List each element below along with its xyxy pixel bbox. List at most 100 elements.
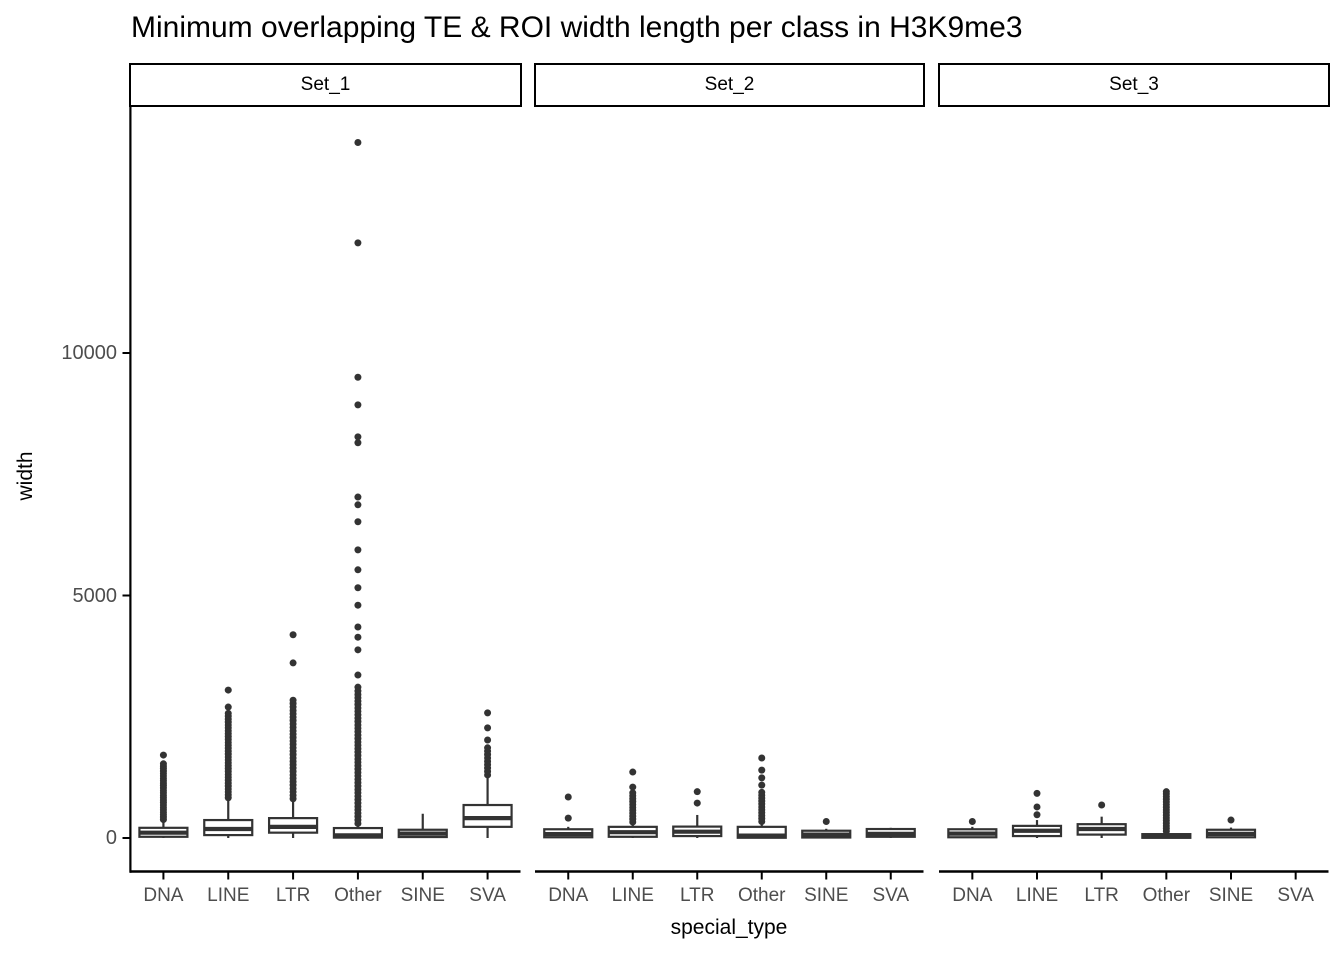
- outlier-dot: [354, 671, 362, 679]
- x-tick-label: Other: [737, 885, 786, 906]
- boxplot-Set_3-Other: [1141, 788, 1192, 839]
- boxplot-Set_2-LINE: [607, 768, 658, 838]
- y-tick-label: 5000: [72, 584, 118, 607]
- chart-title: Minimum overlapping TE & ROI width lengt…: [131, 11, 1023, 44]
- x-tick-label: LTR: [1084, 885, 1119, 906]
- outlier-dot: [354, 433, 362, 441]
- outlier-dot: [484, 744, 492, 752]
- boxplot-Set_1-LTR: [267, 631, 319, 838]
- boxplot-Set_1-Other: [332, 139, 384, 839]
- facet-strip: Set_2: [534, 63, 925, 107]
- outlier-dot: [758, 754, 766, 762]
- outlier-dot: [1162, 788, 1170, 796]
- x-tick-label: LINE: [1015, 885, 1059, 906]
- facet-strip-label: Set_2: [704, 74, 755, 95]
- outlier-dot: [564, 814, 572, 822]
- outlier-dot: [484, 724, 492, 732]
- outlier-dot: [1033, 811, 1041, 819]
- x-tick-label: SVA: [469, 885, 506, 906]
- outlier-dot: [224, 686, 232, 694]
- outlier-dot: [564, 793, 572, 801]
- outlier-dot: [354, 239, 362, 247]
- outlier-dot: [484, 736, 492, 744]
- boxplot-Set_2-LTR: [672, 788, 723, 838]
- boxplot-Set_2-SVA: [865, 827, 916, 838]
- outlier-dot: [159, 760, 167, 768]
- outlier-dot: [758, 788, 766, 796]
- outlier-dot: [484, 709, 492, 717]
- x-tick-label: DNA: [143, 885, 184, 906]
- outlier-dot: [354, 584, 362, 592]
- boxplot-Set_1-DNA: [138, 751, 189, 838]
- facet-strip: Set_1: [129, 63, 522, 107]
- outlier-dot: [693, 799, 701, 807]
- box: [332, 826, 384, 839]
- outlier-dot: [354, 373, 362, 381]
- x-tick-label: SVA: [1277, 885, 1314, 906]
- outlier-dot: [629, 789, 637, 797]
- outlier-dot: [629, 768, 637, 776]
- outlier-dot: [629, 783, 637, 791]
- outlier-dot: [354, 501, 362, 509]
- x-tick-label: Other: [1142, 885, 1191, 906]
- outlier-dot: [1227, 816, 1235, 824]
- boxplot-Set_1-SVA: [462, 709, 513, 838]
- y-tick-label: 0: [105, 827, 117, 849]
- facet-strip-label: Set_1: [300, 74, 351, 95]
- x-tick-label: SVA: [872, 885, 910, 906]
- outlier-dot: [354, 518, 362, 526]
- x-tick-label: DNA: [548, 885, 589, 906]
- outlier-dot: [354, 646, 362, 654]
- box: [462, 803, 513, 828]
- x-tick-label: SINE: [400, 885, 445, 906]
- outlier-dot: [354, 601, 362, 609]
- boxplot-Set_3-SINE: [1205, 816, 1257, 839]
- outlier-dot: [968, 818, 976, 826]
- x-tick-label: LTR: [275, 885, 311, 906]
- outlier-dot: [354, 566, 362, 574]
- y-tick-label: 10000: [61, 342, 117, 364]
- x-tick-label: SINE: [804, 885, 849, 906]
- outlier-dot: [1098, 801, 1106, 809]
- outlier-dot: [758, 766, 766, 774]
- outlier-dot: [758, 774, 766, 782]
- x-tick-label: LTR: [680, 885, 715, 906]
- outlier-dot: [1033, 803, 1041, 811]
- outlier-dot: [224, 703, 232, 711]
- outlier-dot: [1033, 789, 1041, 797]
- outlier-dot: [693, 788, 701, 796]
- outlier-dot: [354, 139, 362, 147]
- boxplot-Set_2-Other: [736, 754, 787, 839]
- outlier-dot: [758, 781, 766, 789]
- x-tick-label: SINE: [1208, 885, 1254, 906]
- boxplot-Set_1-SINE: [397, 813, 448, 839]
- boxplot-Set_3-LINE: [1011, 789, 1063, 838]
- outlier-dot: [354, 633, 362, 641]
- x-tick-label: LINE: [611, 885, 654, 906]
- boxplot-Set_1-LINE: [203, 686, 254, 838]
- boxplot-Set_3-LTR: [1076, 801, 1127, 838]
- outlier-dot: [354, 546, 362, 554]
- outlier-dot: [159, 751, 167, 759]
- outlier-dot: [354, 439, 362, 447]
- x-tick-label: LINE: [207, 885, 250, 906]
- outlier-dot: [289, 631, 297, 639]
- outlier-dot: [289, 659, 297, 667]
- box: [736, 825, 787, 839]
- outlier-dot: [289, 696, 297, 704]
- x-tick-label: Other: [334, 885, 382, 906]
- x-axis-title: special_type: [670, 916, 788, 939]
- outlier-dot: [354, 401, 362, 409]
- x-tick-label: DNA: [952, 885, 993, 906]
- outlier-dot: [354, 493, 362, 501]
- outlier-dot: [354, 683, 362, 691]
- outlier-dot: [822, 818, 830, 826]
- facet-strip: Set_3: [938, 63, 1330, 107]
- outlier-dot: [224, 709, 232, 717]
- boxplot-Set_3-DNA: [947, 818, 998, 839]
- boxplot-Set_2-SINE: [801, 818, 852, 839]
- outlier-dot: [354, 623, 362, 631]
- boxplot-Set_2-DNA: [543, 793, 594, 839]
